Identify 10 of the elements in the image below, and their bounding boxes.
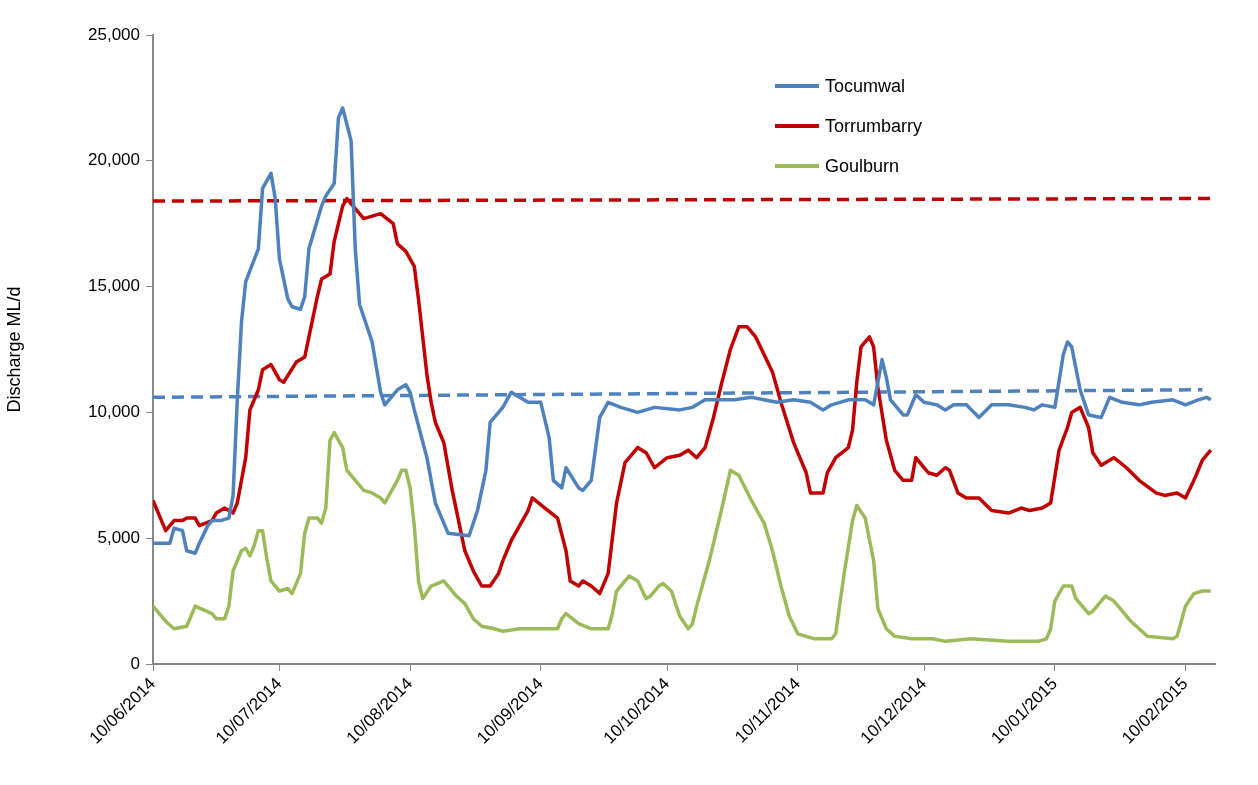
legend-label: Tocumwal — [825, 75, 906, 97]
y-tick-label: 15,000 — [88, 276, 140, 296]
y-tick-label: 20,000 — [88, 150, 140, 170]
y-tick-label: 0 — [130, 653, 140, 673]
y-tick-label: 5,000 — [97, 527, 140, 547]
y-tick-label: 10,000 — [88, 402, 140, 422]
y-tick-label: 25,000 — [88, 24, 140, 44]
legend-label: Goulburn — [825, 155, 900, 177]
legend-label: Torrumbarry — [825, 115, 923, 137]
y-axis-title: Discharge ML/d — [3, 286, 24, 413]
